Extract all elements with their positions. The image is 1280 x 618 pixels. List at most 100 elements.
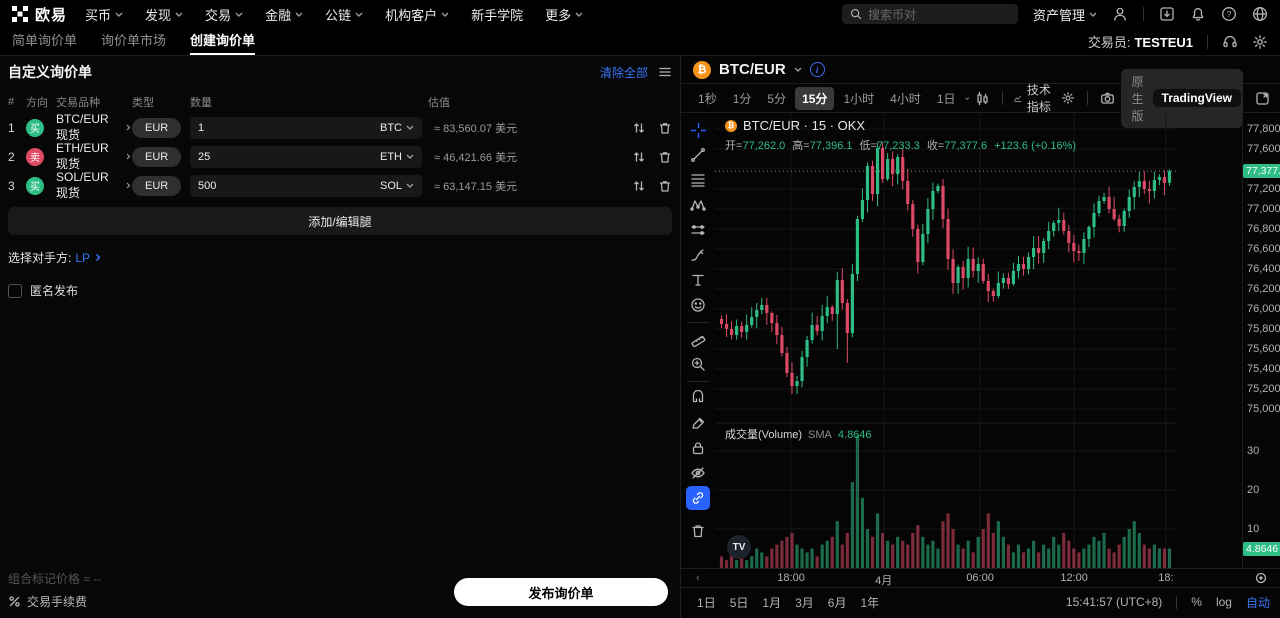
range-1d[interactable]: 1日 [697,595,716,610]
okx-logo[interactable]: 欧易 [12,4,67,25]
percent-scale-button[interactable]: % [1191,595,1202,609]
settings-gear-icon[interactable] [1252,34,1268,50]
drawing-edit-tool[interactable] [686,411,710,435]
fee-row[interactable]: 交易手续费 [8,593,101,610]
assets-menu[interactable]: 资产管理 [1033,5,1097,24]
support-headset-icon[interactable] [1222,34,1238,50]
log-scale-button[interactable]: log [1215,595,1232,609]
range-1m[interactable]: 1月 [762,595,782,610]
lock-drawings-tool[interactable] [686,436,710,460]
interval-1s[interactable]: 1秒 [698,91,717,106]
clear-all-link[interactable]: 清除全部 [600,65,649,80]
chevron-down-icon[interactable] [794,67,802,72]
magnet-tool[interactable] [686,386,710,410]
tradingview-tab[interactable]: TradingView [1152,89,1241,107]
amount-input[interactable]: 500 SOL [190,174,422,197]
tab-rfq-market[interactable]: 询价单市场 [101,33,167,48]
auto-scale-button[interactable]: 自动 [1245,595,1270,610]
indicator-settings-button[interactable] [1057,91,1079,105]
menu-discover[interactable]: 发现 [145,5,183,24]
sync-drawings-tool[interactable] [686,486,711,510]
menu-more[interactable]: 更多 [545,5,583,24]
delete-leg-icon[interactable] [658,150,672,164]
amount-input[interactable]: 25 ETH [190,145,422,168]
symbol-name[interactable]: BTC/EUR [719,61,786,78]
okx-logo-icon [12,6,28,22]
unit-selector[interactable]: SOL [380,180,414,192]
menu-chain[interactable]: 公链 [325,5,363,24]
type-pill[interactable]: EUR [132,117,182,138]
interval-1d[interactable]: 1日 [936,91,956,106]
add-edit-legs-button[interactable]: 添加/编辑腿 [8,207,673,235]
hide-drawings-tool[interactable] [686,461,710,485]
tab-simple-rfq[interactable]: 简单询价单 [12,33,78,48]
price-axis[interactable]: 77,800.0 77,600.0 77,200.0 77,000.0 76,800.0… [1242,113,1280,568]
measure-tool[interactable] [686,327,710,351]
clock[interactable]: 15:41:57 (UTC+8) [1065,595,1163,609]
brush-tool[interactable] [686,243,710,267]
search-input[interactable]: 搜索币对 [841,4,1018,24]
interval-more-chevron-icon[interactable] [964,96,969,101]
screenshot-button[interactable] [1096,91,1119,106]
type-pill[interactable]: EUR [132,175,182,196]
type-pill[interactable]: EUR [132,146,182,167]
menu-academy[interactable]: 新手学院 [471,7,524,23]
unit-selector[interactable]: ETH [380,151,414,163]
unit-selector[interactable]: BTC [380,122,414,134]
tradingview-logo[interactable]: TV [727,535,752,559]
menu-trade[interactable]: 交易 [205,5,243,24]
counterparty-link[interactable]: LP [75,250,91,265]
publish-rfq-button[interactable]: 发布询价单 [454,578,669,606]
swap-side-icon[interactable] [632,150,646,164]
indicators-button[interactable]: 技术指标 [1010,81,1055,115]
chart-canvas[interactable] [715,113,1177,568]
interval-1h[interactable]: 1小时 [843,91,875,106]
profile-icon[interactable] [1112,6,1128,22]
forecast-tool[interactable] [686,218,710,242]
tab-create-rfq[interactable]: 创建询价单 [190,28,256,55]
download-app-icon[interactable] [1159,6,1175,22]
menu-buy-crypto[interactable]: 买币 [85,5,123,24]
amount-input[interactable]: 1 BTC [190,116,422,139]
toolbar-collapse-arrow[interactable]: ‹ [696,572,700,584]
scroll-to-realtime-button[interactable] [1242,569,1280,587]
list-menu-icon[interactable] [658,65,672,79]
swap-side-icon[interactable] [632,121,646,135]
interval-15m[interactable]: 15分 [795,86,835,110]
delete-leg-icon[interactable] [658,121,672,135]
help-icon[interactable]: ? [1221,6,1237,22]
interval-4h[interactable]: 4小时 [890,91,921,106]
xabcd-pattern-tool[interactable] [686,193,710,217]
fib-retracement-tool[interactable] [686,168,710,192]
range-5d[interactable]: 5日 [729,595,749,610]
anonymous-checkbox[interactable] [8,283,22,298]
menu-institutions[interactable]: 机构客户 [385,5,449,24]
interval-1m[interactable]: 1分 [732,91,752,106]
pair-selector[interactable]: BTC/EUR 现货 [56,112,132,143]
fullscreen-button[interactable] [1255,91,1270,106]
native-version-tab[interactable]: 原生版 [1131,74,1144,123]
zoom-in-tool[interactable] [686,352,710,376]
notifications-icon[interactable] [1190,6,1206,22]
delete-leg-icon[interactable] [658,179,672,193]
interval-5m[interactable]: 5分 [767,91,787,106]
range-1y[interactable]: 1年 [860,595,880,610]
language-globe-icon[interactable] [1252,6,1268,22]
info-icon[interactable]: i [809,62,825,77]
candlestick-chart[interactable]: ₿ BTC/EUR · 15 · OKX 开=77,262.0 高=77,396.… [715,113,1242,568]
range-6m[interactable]: 6月 [827,595,847,610]
axis-label: 76,800.0 [1247,223,1280,235]
pair-selector[interactable]: ETH/EUR 现货 [56,141,132,172]
emoji-tool[interactable] [686,293,710,317]
remove-drawings-tool[interactable] [686,519,710,543]
chart-style-button[interactable] [971,91,994,106]
range-3m[interactable]: 3月 [795,595,814,610]
trendline-tool[interactable] [686,143,710,167]
axis-label: 75,600.0 [1247,343,1280,355]
text-tool[interactable] [686,268,710,292]
menu-finance[interactable]: 金融 [265,5,303,24]
crosshair-tool[interactable] [686,118,710,142]
swap-side-icon[interactable] [632,179,646,193]
time-axis[interactable]: 18:00 4月 06:00 12:00 18: [715,569,1242,587]
pair-selector[interactable]: SOL/EUR 现货 [56,170,132,201]
